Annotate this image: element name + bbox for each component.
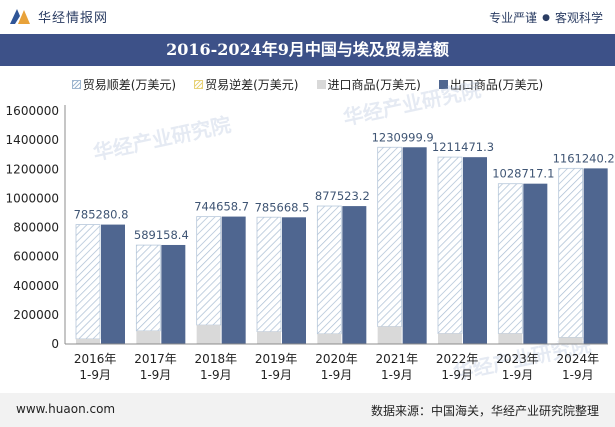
x-tick-label-8-period: 1-9月: [562, 368, 594, 382]
x-tick-label-5-period: 1-9月: [381, 368, 413, 382]
footer-source: 数据来源：中国海关，华经产业研究院整理: [370, 404, 599, 418]
surplus-bar-0: [75, 224, 101, 340]
y-tick-label-0: 0: [51, 337, 59, 351]
brand-logo[interactable]: 华经情报网: [8, 6, 108, 26]
x-tick-label-5-year: 2021年: [376, 352, 419, 366]
y-tick-label-2: 400000: [13, 279, 59, 293]
x-tick-label-3-period: 1-9月: [260, 368, 292, 382]
x-tick-label-1-period: 1-9月: [140, 368, 172, 382]
surplus-bar-5: [377, 146, 403, 327]
title-bar: 2016-2024年9月中国与埃及贸易差额: [0, 34, 615, 66]
y-tick-label-1: 200000: [13, 308, 59, 322]
export-bar-2: [221, 216, 246, 344]
export-bar-6: [463, 157, 487, 344]
chart-title: 2016-2024年9月中国与埃及贸易差额: [166, 40, 449, 59]
y-tick-label-8: 1600000: [6, 104, 59, 118]
export-bar-0: [101, 224, 125, 344]
import-bar-5: [377, 326, 402, 344]
export-bar-4: [342, 206, 367, 344]
export-bar-5: [402, 147, 427, 344]
x-tick-label-7-period: 1-9月: [502, 368, 534, 382]
data-label-5: 1230999.9: [372, 130, 434, 144]
legend-item-import[interactable]: 进口商品(万美元): [316, 74, 421, 94]
surplus-bar-2: [196, 216, 222, 326]
surplus-bar-3: [256, 216, 282, 333]
y-tick-label-7: 1400000: [6, 133, 59, 147]
y-tick-label-5: 1000000: [6, 191, 59, 205]
export-bar-8: [583, 168, 608, 344]
brand-name: 华经情报网: [38, 10, 109, 26]
y-axis: 0 200000 400000 600000 800000 1000000 1200000 1…: [6, 104, 66, 351]
import-bar-3: [257, 331, 281, 344]
data-label-0: 785280.8: [74, 208, 129, 222]
watermark-text-2: 华经产业研究院: [341, 77, 483, 130]
import-bar-1: [136, 330, 161, 344]
logo-icon: [10, 9, 30, 24]
surplus-bar-8: [558, 167, 584, 338]
brand-tagline: 专业严谨 ● 客观科学: [489, 9, 603, 26]
x-tick-label-0-period: 1-9月: [79, 368, 111, 382]
data-label-3: 785668.5: [255, 200, 310, 214]
surplus-bar-4: [316, 205, 342, 335]
x-tick-label-2-year: 2018年: [195, 352, 238, 366]
footer-bar: www.huaon.com 数据来源：中国海关，华经产业研究院整理: [0, 393, 615, 427]
data-label-1: 589158.4: [134, 228, 189, 242]
x-axis: 2016年 1-9月 2017年 1-9月 2018年 1-9月 2019年 1-9月 2020…: [65, 343, 608, 382]
x-tick-label-7-year: 2023年: [496, 352, 539, 366]
data-label-7: 1028717.1: [492, 167, 554, 181]
x-tick-label-1-year: 2017年: [134, 352, 177, 366]
x-tick-label-6-period: 1-9月: [441, 368, 473, 382]
y-tick-label-4: 800000: [13, 221, 59, 235]
x-tick-label-4-year: 2020年: [315, 352, 358, 366]
x-tick-label-8-year: 2024年: [557, 352, 600, 366]
import-bar-0: [76, 338, 100, 344]
bar-series: 785280.8 589158.4 744658.7 785668.5 877523.2…: [74, 130, 615, 344]
data-label-4: 877523.2: [315, 189, 370, 203]
x-tick-label-3-year: 2019年: [255, 352, 298, 366]
legend-swatch-export: [438, 79, 448, 89]
tagline-right: 客观科学: [554, 11, 603, 25]
legend-label-export: 出口商品(万美元): [449, 77, 544, 92]
legend-swatch-deficit: [194, 79, 204, 89]
header-bar: 华经情报网 专业严谨 ● 客观科学: [0, 0, 615, 34]
export-bar-1: [161, 244, 186, 344]
legend-label-surplus: 贸易顺差(万美元): [82, 77, 177, 92]
legend-item-export[interactable]: 出口商品(万美元): [438, 74, 544, 94]
legend-label-deficit: 贸易逆差(万美元): [205, 77, 299, 92]
x-tick-label-2-period: 1-9月: [200, 368, 232, 382]
legend-item-deficit[interactable]: 贸易逆差(万美元): [194, 74, 299, 94]
import-bar-7: [498, 333, 523, 344]
chart-legend: 贸易顺差(万美元) 贸易逆差(万美元) 进口商品(万美元) 出口商品(万美元): [0, 74, 615, 94]
legend-swatch-surplus: [71, 79, 81, 89]
x-tick-label-6-year: 2022年: [436, 352, 479, 366]
tagline-dot-icon: ●: [542, 12, 550, 23]
tagline-left: 专业严谨: [489, 11, 538, 25]
watermark-text-1: 华经产业研究院: [91, 112, 233, 165]
legend-item-surplus[interactable]: 贸易顺差(万美元): [71, 74, 177, 94]
surplus-bar-7: [497, 183, 523, 334]
data-label-8: 1161240.2: [553, 151, 615, 165]
import-bar-2: [196, 325, 221, 344]
x-tick-label-4-period: 1-9月: [321, 368, 353, 382]
export-bar-3: [282, 217, 306, 344]
legend-label-import: 进口商品(万美元): [327, 77, 421, 92]
import-bar-8: [558, 337, 583, 344]
x-tick-label-0-year: 2016年: [74, 352, 117, 366]
y-tick-label-6: 1200000: [6, 162, 59, 176]
import-bar-4: [317, 333, 342, 344]
surplus-bar-1: [135, 244, 161, 332]
import-bar-6: [438, 333, 462, 344]
data-label-6: 1211471.3: [432, 140, 494, 154]
legend-swatch-import: [316, 79, 326, 89]
data-label-2: 744658.7: [194, 200, 249, 214]
footer-website[interactable]: www.huaon.com: [16, 402, 116, 416]
y-tick-label-3: 600000: [13, 250, 59, 264]
surplus-bar-6: [437, 156, 463, 334]
export-bar-7: [523, 183, 548, 344]
